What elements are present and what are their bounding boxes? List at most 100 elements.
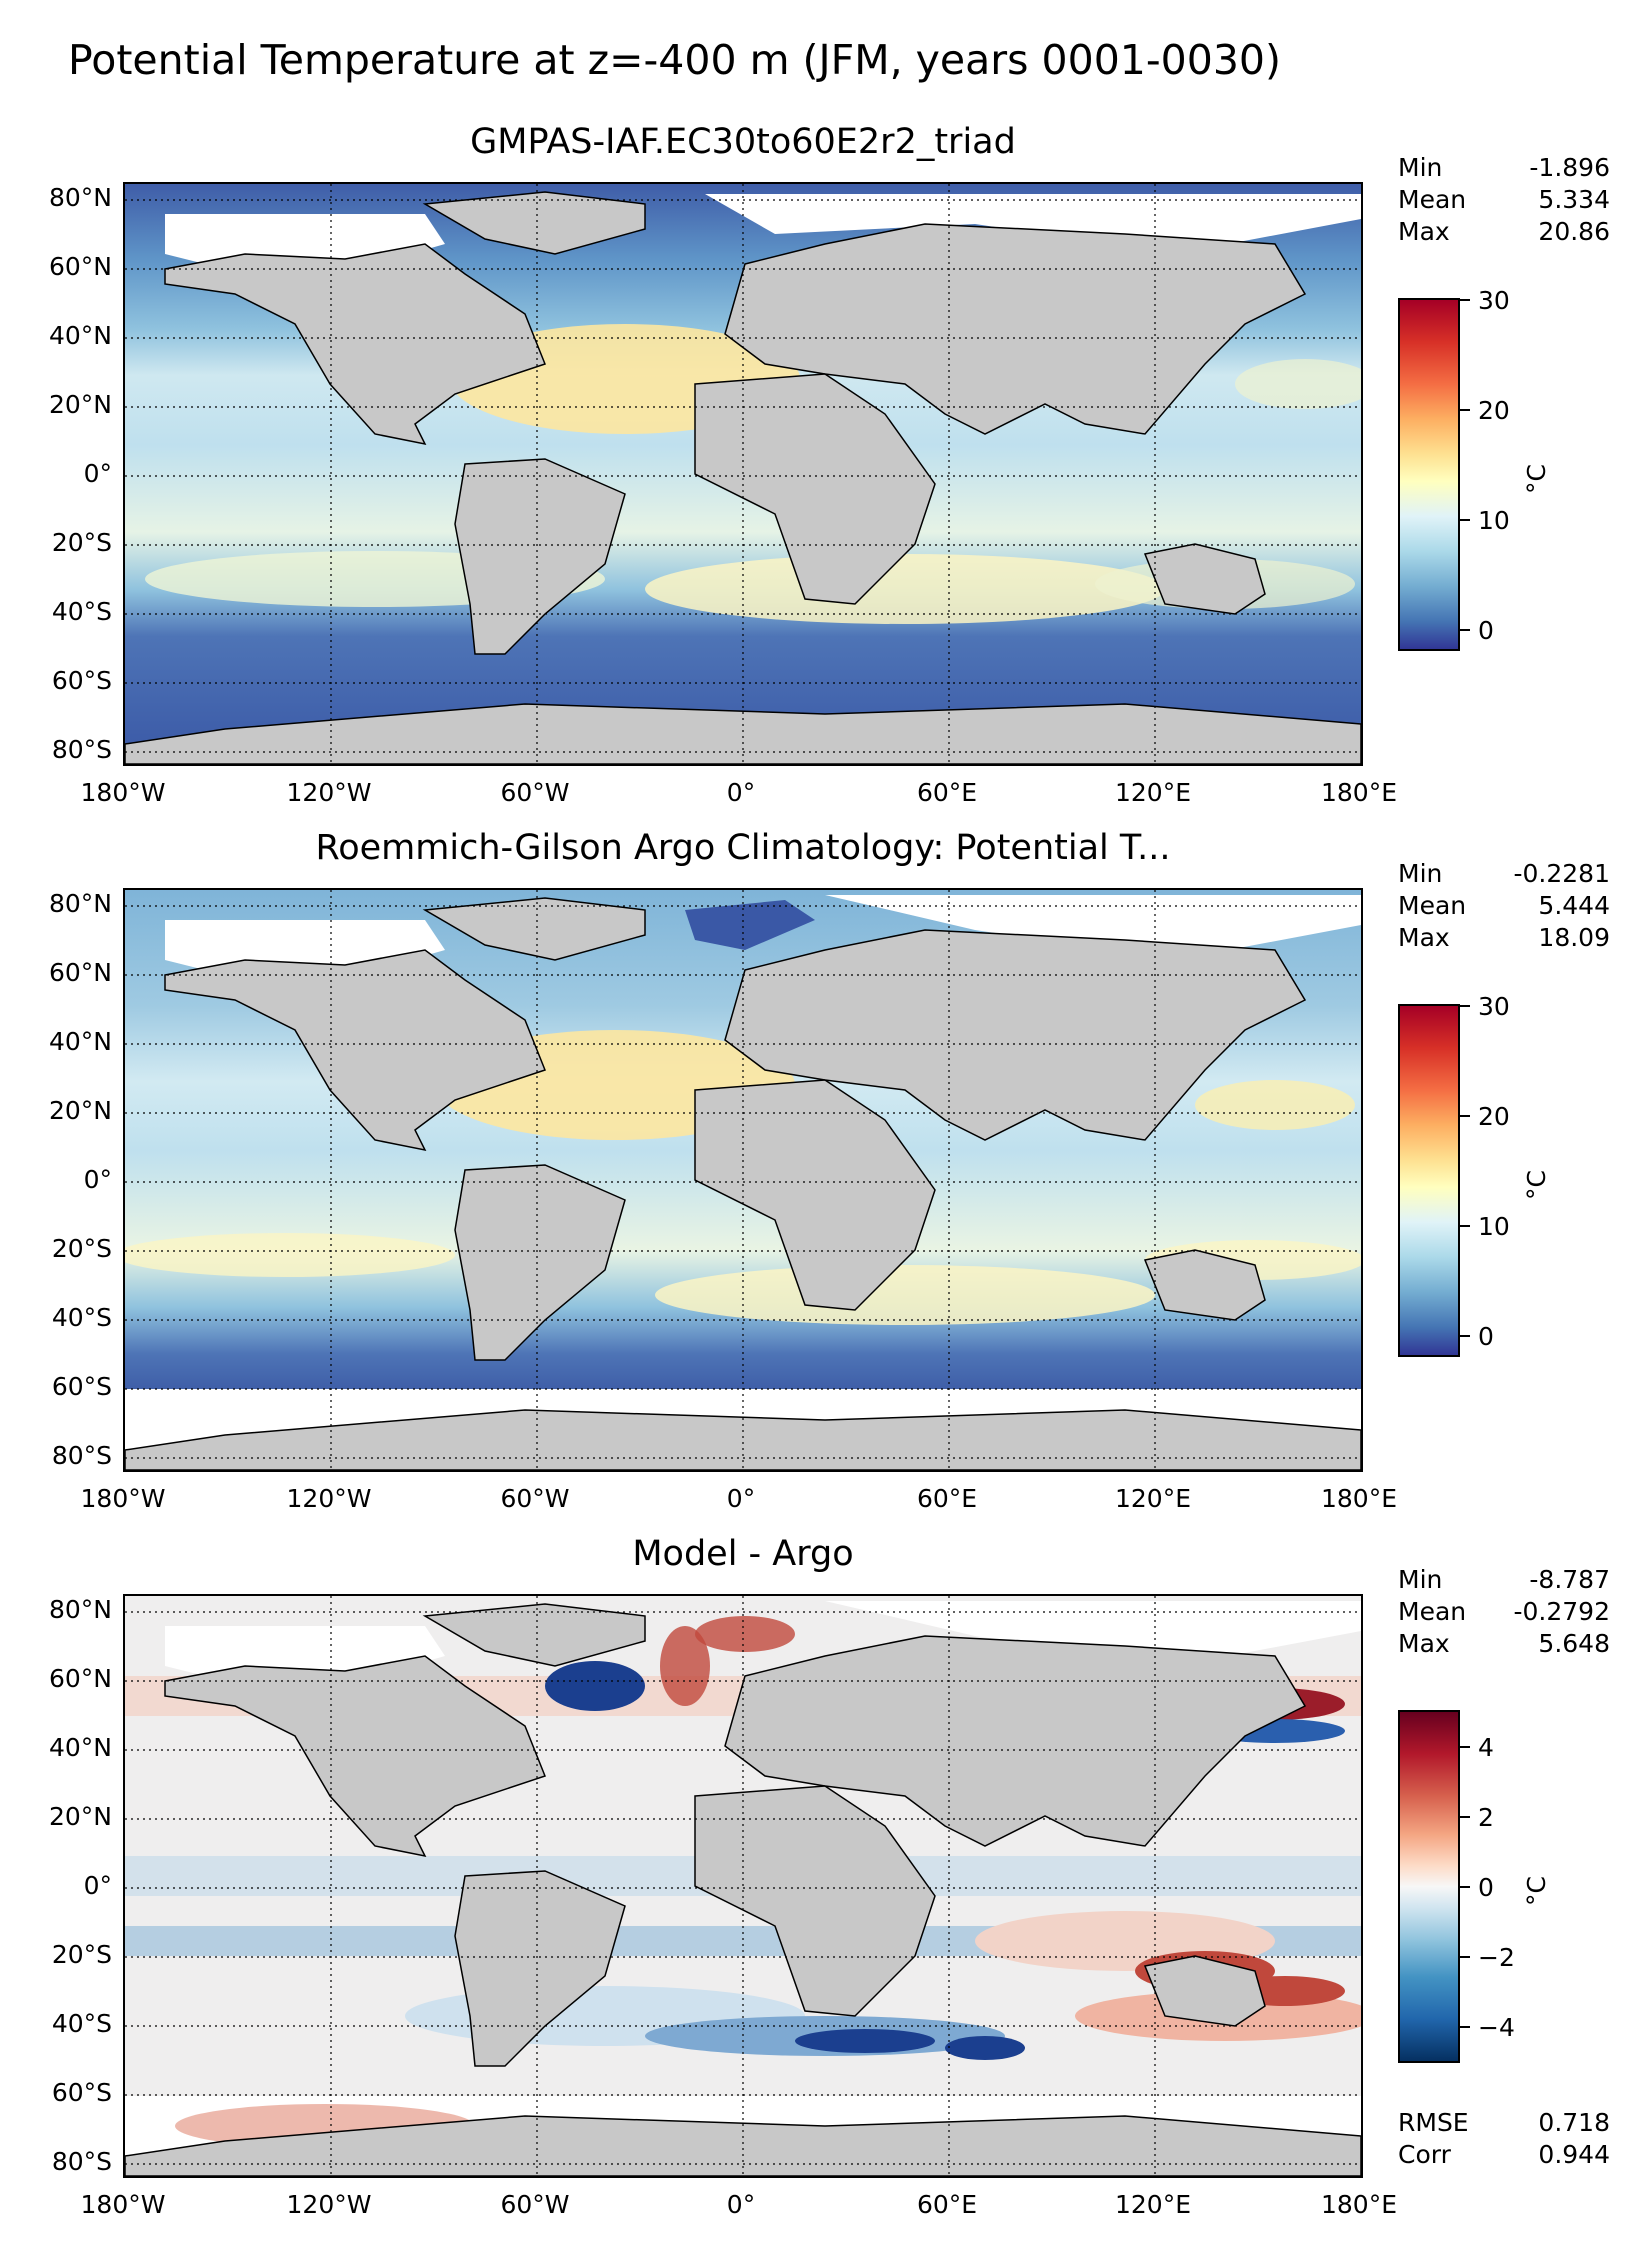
stat-value: 0.718 — [1538, 2108, 1610, 2137]
colorbar-tick — [1460, 299, 1470, 301]
lon-label: 180°E — [1320, 2190, 1397, 2219]
stat-value: 0.944 — [1538, 2140, 1610, 2169]
land-masses — [125, 191, 1361, 764]
lat-label: 40°S — [51, 2009, 112, 2038]
stat-label: Min — [1398, 859, 1443, 888]
lat-label: 60°S — [51, 666, 112, 695]
stats-box: Min -8.787 Mean -0.2792 Max 5.648 — [1398, 1564, 1610, 1660]
stat-value: -0.2792 — [1513, 1597, 1611, 1626]
lat-label: 80°S — [51, 735, 112, 764]
colorbar-unit: °C — [1522, 1876, 1551, 1906]
colorbar-tick-label: 0 — [1478, 616, 1494, 645]
colorbar-tick — [1460, 1225, 1470, 1227]
lat-label: 20°N — [48, 390, 112, 419]
stat-value: 18.09 — [1538, 923, 1610, 952]
figure-title: Potential Temperature at z=-400 m (JFM, … — [68, 36, 1282, 84]
lat-label: 80°N — [48, 183, 112, 212]
lat-label: 20°N — [48, 1096, 112, 1125]
lat-label: 40°S — [51, 597, 112, 626]
lat-label: 80°N — [48, 889, 112, 918]
colorbar-tick — [1460, 2026, 1470, 2028]
colorbar-tick — [1460, 1956, 1470, 1958]
lat-label: 20°N — [48, 1802, 112, 1831]
stats-box: Min -0.2281 Mean 5.444 Max 18.09 — [1398, 858, 1610, 954]
lon-label: 60°E — [916, 1484, 978, 1513]
colorbar-tick-label: 20 — [1478, 396, 1510, 425]
stat-label: Max — [1398, 1629, 1450, 1658]
colorbar-tick-label: −4 — [1478, 2013, 1515, 2042]
lat-label: 40°N — [48, 321, 112, 350]
lon-label: 180°E — [1320, 1484, 1397, 1513]
lon-label: 120°W — [286, 1484, 372, 1513]
stat-value: 5.444 — [1538, 891, 1610, 920]
colorbar-tick-label: 10 — [1478, 1212, 1510, 1241]
lat-label: 80°S — [51, 1441, 112, 1470]
lat-label: 40°N — [48, 1733, 112, 1762]
lon-label: 180°W — [80, 1484, 166, 1513]
lat-label: 0° — [83, 459, 112, 488]
lon-label: 60°W — [500, 1484, 570, 1513]
stat-value: 20.86 — [1538, 217, 1610, 246]
colorbar-tick — [1460, 519, 1470, 521]
map-svg — [125, 184, 1361, 764]
stat-label: RMSE — [1398, 2108, 1469, 2137]
stat-label: Min — [1398, 153, 1443, 182]
stat-label: Corr — [1398, 2140, 1451, 2169]
stat-label: Mean — [1398, 1597, 1467, 1626]
map-plot[interactable] — [123, 182, 1363, 766]
colorbar — [1398, 1004, 1460, 1357]
colorbar-tick-label: 30 — [1478, 992, 1510, 1021]
panel-title: Model - Argo — [632, 1534, 854, 1574]
map-plot[interactable] — [123, 888, 1363, 1472]
stat-value: -0.2281 — [1513, 859, 1611, 888]
lat-label: 60°S — [51, 2078, 112, 2107]
colorbar-tick-label: −2 — [1478, 1943, 1515, 1972]
lon-label: 180°E — [1320, 778, 1397, 807]
colorbar — [1398, 1710, 1460, 2063]
stat-label: Mean — [1398, 891, 1467, 920]
colorbar-tick-label: 4 — [1478, 1733, 1494, 1762]
stat-label: Max — [1398, 217, 1450, 246]
graticule — [125, 890, 1361, 1470]
stat-label: Mean — [1398, 185, 1467, 214]
colorbar-tick — [1460, 409, 1470, 411]
colorbar-tick-label: 2 — [1478, 1803, 1494, 1832]
lat-label: 20°S — [51, 528, 112, 557]
land-masses — [125, 897, 1361, 1470]
stat-value: 5.648 — [1538, 1629, 1610, 1658]
lat-label: 0° — [83, 1165, 112, 1194]
lat-label: 80°N — [48, 1595, 112, 1624]
lon-label: 60°E — [916, 778, 978, 807]
graticule — [125, 1596, 1361, 2176]
colorbar-tick — [1460, 1115, 1470, 1117]
map-svg — [125, 890, 1361, 1470]
lon-label: 120°E — [1114, 1484, 1191, 1513]
colorbar-tick-label: 0 — [1478, 1873, 1494, 1902]
lat-label: 60°N — [48, 1664, 112, 1693]
lat-label: 40°S — [51, 1303, 112, 1332]
lon-label: 0° — [726, 2190, 756, 2219]
map-plot[interactable] — [123, 1594, 1363, 2178]
colorbar-tick-label: 10 — [1478, 506, 1510, 535]
lon-label: 180°W — [80, 2190, 166, 2219]
footer-stats-box: RMSE 0.718 Corr 0.944 — [1398, 2107, 1610, 2171]
stat-value: 5.334 — [1538, 185, 1610, 214]
lon-label: 60°W — [500, 2190, 570, 2219]
colorbar-tick — [1460, 1746, 1470, 1748]
map-svg — [125, 1596, 1361, 2176]
land-masses — [125, 1603, 1361, 2176]
lon-label: 180°W — [80, 778, 166, 807]
lon-label: 60°W — [500, 778, 570, 807]
cold-anomaly-southern-ocean — [795, 2029, 935, 2053]
colorbar-unit: °C — [1522, 464, 1551, 494]
lat-label: 60°N — [48, 958, 112, 987]
lon-label: 0° — [726, 778, 756, 807]
stats-box: Min -1.896 Mean 5.334 Max 20.86 — [1398, 152, 1610, 248]
colorbar-tick — [1460, 1335, 1470, 1337]
panel-title: Roemmich-Gilson Argo Climatology: Potent… — [315, 828, 1171, 868]
lat-label: 60°N — [48, 252, 112, 281]
lon-label: 120°E — [1114, 2190, 1191, 2219]
colorbar-tick — [1460, 629, 1470, 631]
lat-label: 80°S — [51, 2147, 112, 2176]
colorbar-tick-label: 0 — [1478, 1322, 1494, 1351]
